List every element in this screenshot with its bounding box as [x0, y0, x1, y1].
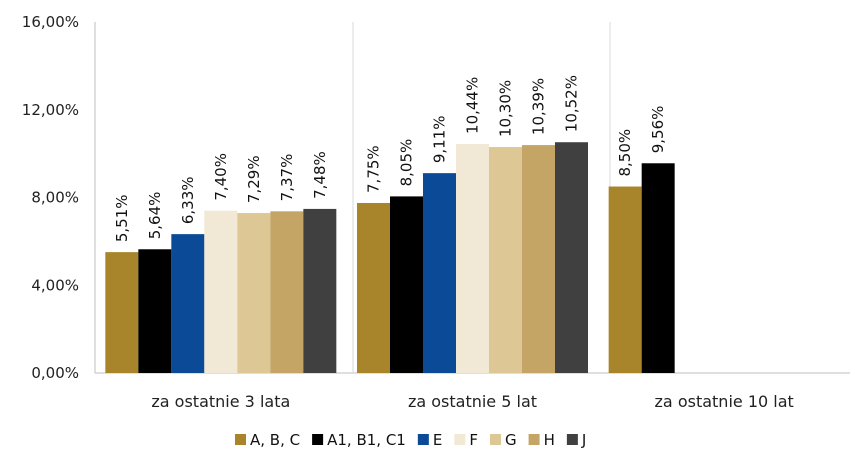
bar [522, 145, 555, 373]
bar [357, 202, 390, 373]
data-label: 10,44% [464, 77, 482, 134]
x-category-label: za ostatnie 10 lat [655, 392, 794, 411]
bar [270, 211, 304, 373]
bar [204, 210, 238, 373]
data-label: 8,50% [616, 129, 634, 177]
bar [237, 213, 271, 373]
legend-label: F [469, 431, 478, 449]
legend-item: G [489, 431, 517, 449]
legend-label: A1, B1, C1 [327, 431, 406, 449]
legend-swatch [417, 434, 429, 445]
y-tick-label: 4,00% [31, 276, 79, 294]
y-tick-label: 12,00% [22, 101, 79, 119]
legend-item: E [417, 431, 442, 449]
bar [555, 142, 588, 373]
data-label: 7,29% [245, 155, 263, 203]
data-label: 10,39% [530, 78, 548, 135]
legend-item: J [566, 431, 586, 449]
legend-swatch [566, 434, 578, 445]
data-label: 6,33% [179, 176, 197, 224]
data-label: 7,48% [311, 151, 329, 199]
legend-swatch [489, 434, 501, 445]
legend-swatch [312, 434, 324, 445]
y-tick-label: 8,00% [31, 189, 79, 207]
legend-swatch [454, 434, 466, 445]
legend-item: A, B, C [235, 431, 300, 449]
bar [390, 196, 423, 373]
data-label: 10,30% [497, 80, 515, 137]
legend-label: G [505, 431, 517, 449]
data-label: 9,56% [649, 106, 667, 154]
bar [489, 147, 522, 373]
data-label: 5,64% [146, 192, 164, 240]
legend-label: E [433, 431, 442, 449]
legend-swatch [235, 434, 246, 445]
legend-item: F [454, 431, 478, 449]
bar [303, 208, 337, 373]
legend-label: A, B, C [250, 431, 300, 449]
bar [641, 163, 675, 373]
data-label: 9,11% [431, 115, 449, 163]
bar [171, 234, 205, 373]
bar [423, 173, 456, 373]
y-tick-label: 16,00% [22, 13, 79, 31]
legend-swatch [528, 434, 540, 445]
data-label: 5,51% [113, 194, 131, 242]
x-category-label: za ostatnie 5 lat [408, 392, 537, 411]
data-label: 10,52% [563, 75, 581, 132]
y-tick-label: 0,00% [31, 364, 79, 382]
data-label: 7,75% [365, 145, 383, 193]
legend-item: A1, B1, C1 [312, 431, 406, 449]
legend-item: H [528, 431, 555, 449]
bar [138, 249, 172, 373]
data-label: 7,40% [212, 153, 230, 201]
legend-label: H [544, 431, 555, 449]
bar [105, 252, 139, 373]
legend-label: J [581, 431, 586, 449]
x-category-label: za ostatnie 3 lata [151, 392, 290, 411]
bar [608, 186, 642, 373]
data-label: 8,05% [398, 139, 416, 187]
bar [456, 143, 489, 373]
data-label: 7,37% [278, 154, 296, 202]
